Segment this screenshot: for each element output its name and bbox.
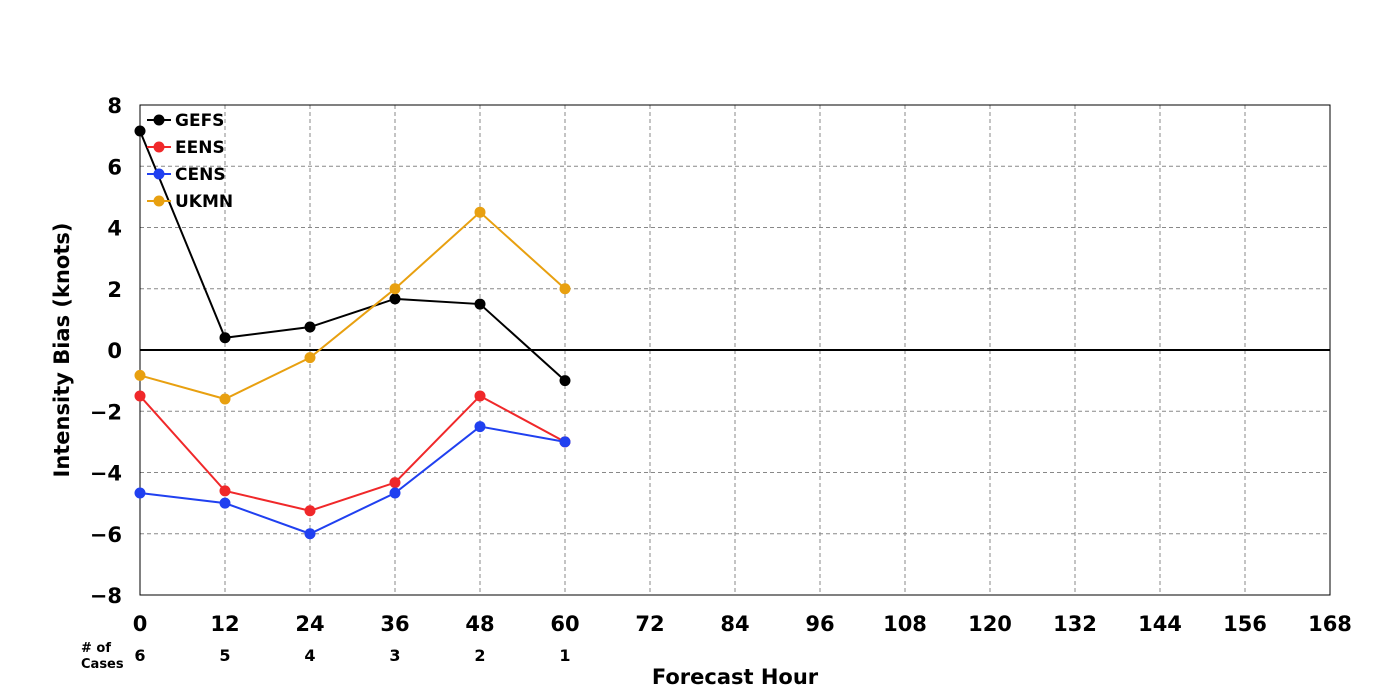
legend-marker-ukmn	[153, 195, 165, 207]
y-tick-label--8: −8	[90, 584, 122, 608]
case-count-36: 3	[389, 646, 400, 665]
series-cens	[134, 421, 571, 540]
series-ukmn	[134, 206, 571, 405]
y-tick-label-6: 6	[107, 155, 122, 179]
x-tick-label-108: 108	[883, 612, 927, 636]
y-tick-label-4: 4	[107, 217, 122, 241]
x-tick-label-96: 96	[805, 612, 834, 636]
series-line-gefs	[139, 130, 566, 382]
data-point-ukmn-36	[389, 283, 401, 295]
series-gefs	[134, 125, 571, 387]
y-tick-label-2: 2	[107, 278, 122, 302]
x-tick-label-84: 84	[720, 612, 749, 636]
data-point-cens-36	[389, 487, 401, 499]
series-lines	[134, 125, 571, 540]
legend-item-eens: EENS	[147, 138, 225, 158]
x-tick-label-12: 12	[210, 612, 239, 636]
legend: GEFS EENS CENS UKMN	[147, 111, 233, 212]
x-tick-label-120: 120	[968, 612, 1012, 636]
case-count-24: 4	[304, 646, 315, 665]
data-point-ukmn-60	[559, 283, 571, 295]
y-tick-label--6: −6	[90, 523, 122, 547]
legend-marker-eens	[153, 141, 165, 153]
data-point-eens-24	[304, 505, 316, 517]
data-point-gefs-0	[134, 125, 146, 137]
x-tick-label-24: 24	[295, 612, 324, 636]
legend-item-cens: CENS	[147, 165, 226, 185]
series-eens	[134, 390, 571, 517]
legend-marker-cens	[153, 168, 165, 180]
data-point-eens-12	[219, 485, 231, 497]
y-axis-title: Intensity Bias (knots)	[50, 223, 74, 478]
y-tick-label-8: 8	[107, 94, 122, 118]
legend-marker-gefs	[153, 114, 165, 126]
x-tick-label-48: 48	[465, 612, 494, 636]
data-point-cens-60	[559, 436, 571, 448]
series-line-eens	[139, 394, 566, 512]
cases-row: # of Cases 6 5 4 3 2 1	[81, 641, 571, 672]
x-tick-label-156: 156	[1223, 612, 1267, 636]
data-point-ukmn-12	[219, 393, 231, 405]
case-count-48: 2	[474, 646, 485, 665]
x-tick-label-60: 60	[550, 612, 579, 636]
x-tick-labels: 0 12 24 36 48 60 72 84 96 108 120 132 144 156 168	[133, 612, 1352, 636]
x-tick-label-144: 144	[1138, 612, 1182, 636]
y-tick-label-0: 0	[107, 339, 122, 363]
data-point-ukmn-24	[304, 352, 316, 364]
y-tick-label--4: −4	[90, 462, 122, 486]
data-point-eens-36	[389, 477, 401, 489]
data-point-gefs-24	[304, 321, 316, 333]
legend-label-ukmn: UKMN	[175, 192, 233, 212]
data-point-cens-24	[304, 528, 316, 540]
legend-item-ukmn: UKMN	[147, 192, 233, 212]
series-line-ukmn	[139, 210, 566, 401]
data-point-cens-12	[219, 497, 231, 509]
legend-item-gefs: GEFS	[147, 111, 224, 131]
data-point-eens-48	[474, 390, 486, 402]
data-point-gefs-60	[559, 375, 571, 387]
data-point-gefs-12	[219, 332, 231, 344]
x-axis-title: Forecast Hour	[652, 665, 819, 689]
y-tick-labels: −8 −6 −4 −2 0 2 4 6 8	[90, 94, 122, 608]
data-point-ukmn-48	[474, 206, 486, 218]
series-line-cens	[139, 425, 566, 535]
data-point-cens-48	[474, 421, 486, 433]
cases-label-line2: Cases	[81, 657, 124, 672]
x-tick-label-0: 0	[133, 612, 148, 636]
case-count-12: 5	[219, 646, 230, 665]
x-tick-label-168: 168	[1308, 612, 1352, 636]
legend-label-gefs: GEFS	[175, 111, 224, 131]
data-point-gefs-48	[474, 298, 486, 310]
data-point-cens-0	[134, 487, 146, 499]
plot-frame	[139, 104, 1331, 596]
y-tick-label--2: −2	[90, 400, 122, 424]
data-point-eens-0	[134, 390, 146, 402]
case-count-60: 1	[559, 646, 570, 665]
cases-label-line1: # of	[81, 641, 111, 656]
data-point-gefs-36	[389, 293, 401, 305]
x-tick-label-36: 36	[380, 612, 409, 636]
legend-label-cens: CENS	[175, 165, 226, 185]
legend-label-eens: EENS	[175, 138, 225, 158]
case-count-0: 6	[134, 646, 145, 665]
data-point-ukmn-0	[134, 369, 146, 381]
x-tick-label-72: 72	[635, 612, 664, 636]
x-tick-label-132: 132	[1053, 612, 1097, 636]
